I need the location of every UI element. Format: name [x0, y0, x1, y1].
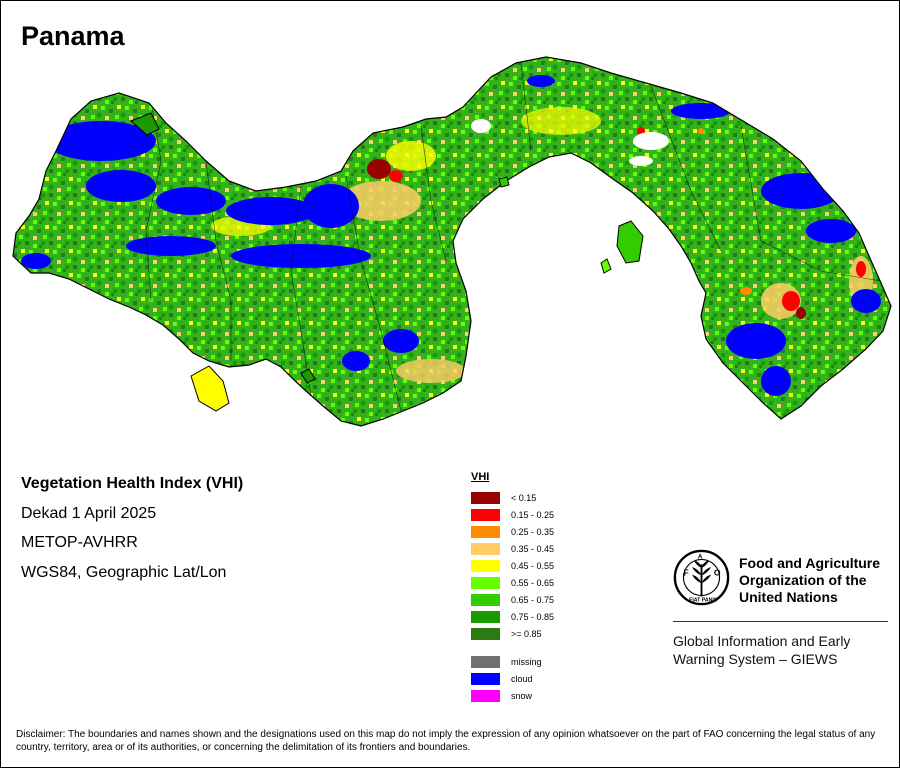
- map-title: Panama: [21, 21, 125, 51]
- legend-row: 0.15 - 0.25: [471, 506, 554, 523]
- legend-row: 0.35 - 0.45: [471, 540, 554, 557]
- legend-row: 0.45 - 0.55: [471, 557, 554, 574]
- sensor-label: METOP-AVHRR: [21, 534, 138, 551]
- disclaimer: Disclaimer: The boundaries and names sho…: [16, 729, 876, 753]
- legend-label: snow: [511, 690, 533, 701]
- legend-swatch: [471, 542, 500, 555]
- legend-row: < 0.15: [471, 489, 536, 506]
- legend-row: 0.75 - 0.85: [471, 608, 554, 625]
- legend-row: >= 0.85: [471, 625, 542, 642]
- legend-label: < 0.15: [511, 492, 537, 503]
- legend-swatch: [471, 508, 500, 521]
- fao-name-line: Food and Agriculture: [739, 555, 881, 571]
- legend-row: 0.55 - 0.65: [471, 574, 554, 591]
- legend-label: cloud: [511, 673, 533, 684]
- legend-label: missing: [511, 656, 542, 667]
- legend-title: VHI: [471, 471, 490, 483]
- svg-text:FIAT PANIS: FIAT PANIS: [689, 597, 718, 603]
- legend-swatch: [471, 576, 500, 589]
- legend-swatch: [471, 689, 500, 702]
- legend-swatch: [471, 525, 500, 538]
- vhi-map: [1, 41, 899, 441]
- legend-swatch: [471, 655, 500, 668]
- period-label: Dekad 1 April 2025: [21, 504, 157, 522]
- svg-text:A: A: [698, 554, 703, 561]
- legend-label: 0.35 - 0.45: [511, 543, 555, 554]
- legend-row: 0.25 - 0.35: [471, 523, 554, 540]
- vhi-overlays: [21, 75, 881, 396]
- legend-label: 0.65 - 0.75: [511, 594, 555, 605]
- legend-label: >= 0.85: [511, 628, 542, 639]
- legend-swatch: [471, 627, 500, 640]
- legend-swatch: [471, 610, 500, 623]
- vhi-legend: VHI < 0.15 0.15 - 0.25 0.25 - 0.35 0.35 - 0…: [471, 471, 554, 702]
- giews-label: Global Information and Early Warning Sys…: [673, 632, 899, 668]
- legend-label: 0.45 - 0.55: [511, 560, 555, 571]
- legend-label: 0.75 - 0.85: [511, 611, 555, 622]
- fao-wheat-logo-icon: F A O FIAT PANIS: [673, 549, 730, 606]
- legend-row: cloud: [471, 670, 533, 687]
- projection-label: WGS84, Geographic Lat/Lon: [21, 563, 227, 581]
- map-info: Vegetation Health Index (VHI) Dekad 1 Ap…: [21, 474, 243, 592]
- svg-text:O: O: [714, 568, 721, 578]
- legend-label: 0.25 - 0.35: [511, 526, 555, 537]
- giews-line: Global Information and Early: [673, 633, 851, 649]
- legend-swatch: [471, 672, 500, 685]
- giews-line: Warning System – GIEWS: [673, 651, 838, 667]
- legend-label: 0.15 - 0.25: [511, 509, 555, 520]
- province-boundaries: [145, 62, 882, 412]
- legend-row: missing: [471, 653, 542, 670]
- vhi-map-svg: [12, 56, 892, 427]
- legend-swatch: [471, 593, 500, 606]
- legend-row: snow: [471, 687, 532, 704]
- legend-swatch: [471, 491, 500, 504]
- legend-swatch: [471, 559, 500, 572]
- svg-text:F: F: [683, 568, 688, 578]
- fao-divider: [673, 621, 888, 622]
- legend-row: 0.65 - 0.75: [471, 591, 554, 608]
- index-name: Vegetation Health Index (VHI): [21, 475, 244, 492]
- fao-name-line: Organization of the: [739, 572, 867, 588]
- fao-name-line: United Nations: [739, 589, 838, 605]
- islands: [130, 112, 644, 412]
- legend-label: 0.55 - 0.65: [511, 577, 555, 588]
- fao-name: Food and Agriculture Organization of the…: [739, 555, 899, 606]
